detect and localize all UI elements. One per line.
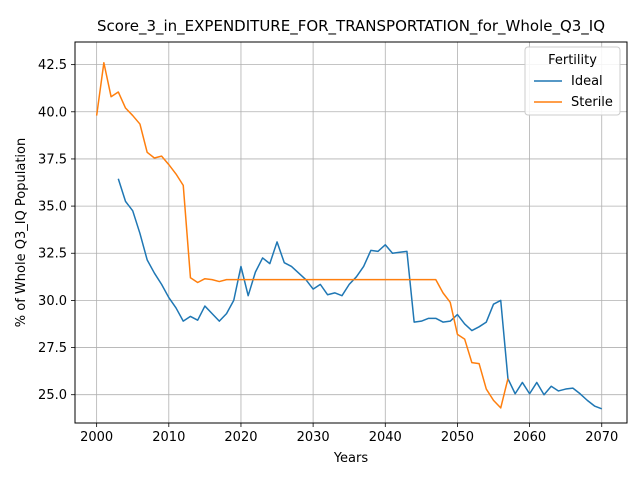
y-tick-label: 32.5 bbox=[38, 247, 67, 262]
x-axis-label: Years bbox=[333, 451, 369, 466]
x-tick-label: 2020 bbox=[224, 430, 257, 445]
y-tick-label: 30.0 bbox=[38, 294, 67, 309]
legend: Fertility Ideal Sterile bbox=[524, 46, 621, 116]
x-tick-label: 2050 bbox=[441, 430, 474, 445]
y-axis-label: % of Whole Q3_IQ Population bbox=[14, 138, 29, 327]
y-tick-label: 42.5 bbox=[38, 58, 67, 73]
y-tick-label: 40.0 bbox=[38, 105, 67, 120]
plot-frame bbox=[74, 41, 628, 424]
series-line-ideal bbox=[117, 178, 603, 410]
y-tick-label: 25.0 bbox=[38, 388, 67, 403]
series-lines bbox=[95, 62, 603, 410]
legend-items: Ideal Sterile bbox=[534, 74, 613, 110]
y-tick-label: 27.5 bbox=[38, 341, 67, 356]
legend-title: Fertility bbox=[548, 53, 597, 68]
legend-box bbox=[524, 46, 621, 116]
legend-label-sterile: Sterile bbox=[571, 95, 613, 110]
x-tick-label: 2040 bbox=[369, 430, 402, 445]
y-tick-label: 37.5 bbox=[38, 152, 67, 167]
x-tick-label: 2000 bbox=[80, 430, 113, 445]
axis-ticks: 2000 2010 2020 2030 2040 2050 2060 2070 25.0 27.5… bbox=[38, 58, 618, 445]
x-tick-label: 2030 bbox=[297, 430, 330, 445]
y-tick-label: 35.0 bbox=[38, 200, 67, 215]
x-tick-label: 2070 bbox=[585, 430, 618, 445]
series-line-sterile bbox=[95, 62, 509, 409]
legend-label-ideal: Ideal bbox=[571, 74, 603, 89]
chart-title: Score_3_in_EXPENDITURE_FOR_TRANSPORTATIO… bbox=[97, 17, 605, 36]
x-tick-label: 2060 bbox=[513, 430, 546, 445]
x-tick-label: 2010 bbox=[152, 430, 185, 445]
